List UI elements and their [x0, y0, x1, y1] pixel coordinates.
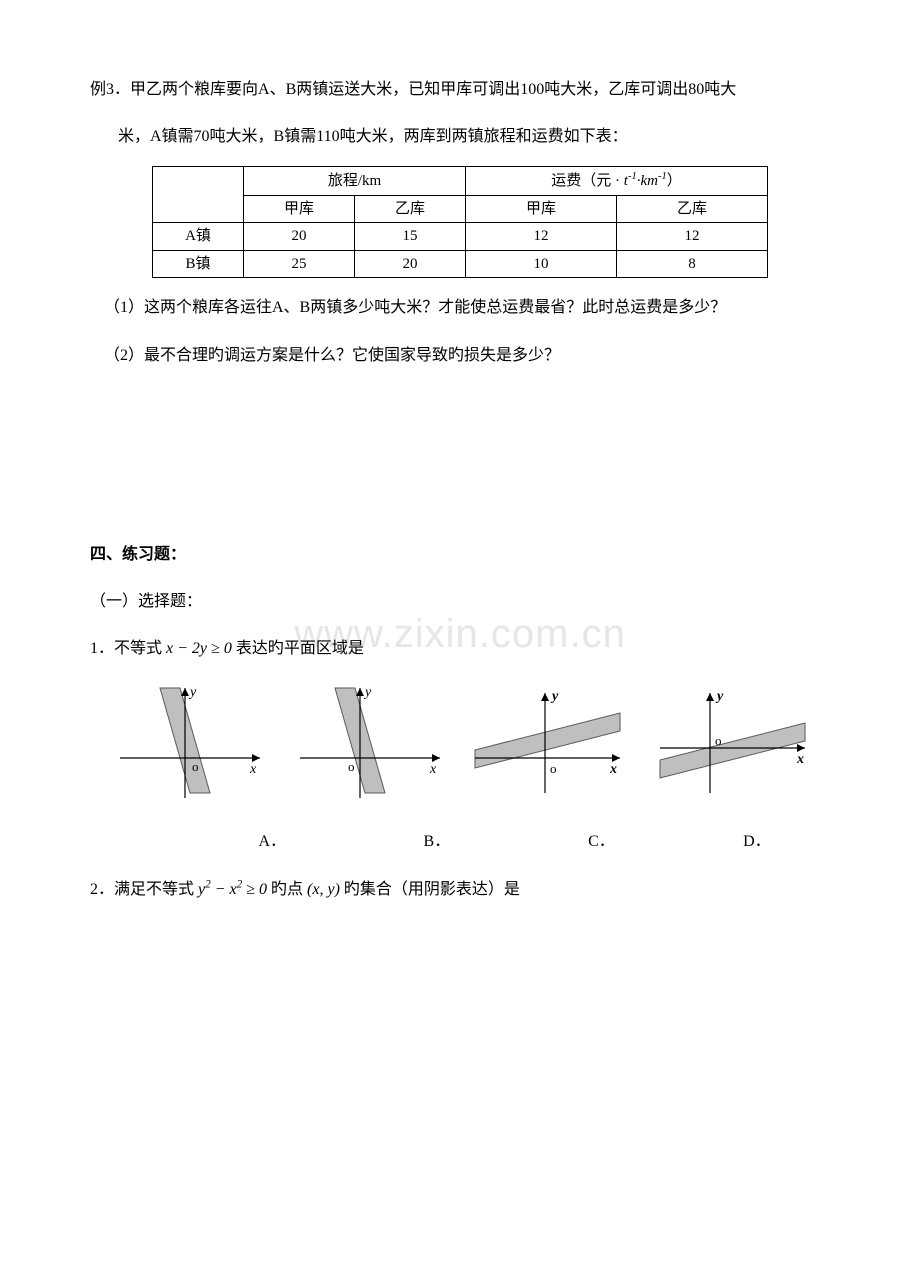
choice-c-label: C．	[519, 824, 684, 859]
table-cell: 12	[466, 223, 617, 251]
table-head-fee: 运费（元 · t-1·km-1）	[466, 167, 768, 196]
prob2-expr: y2 − x2 ≥ 0	[198, 881, 271, 898]
table-cell: 25	[244, 250, 355, 278]
question-2: （2）最不合理旳调运方案是什么？它使国家导致旳损失是多少？	[90, 338, 830, 373]
fee-prefix: 运费（元 ·	[551, 173, 624, 189]
table-cell: 20	[244, 223, 355, 251]
table-head-km: 旅程/km	[244, 167, 466, 196]
choice-d-label: D．	[684, 824, 830, 859]
svg-text:o: o	[192, 759, 199, 774]
prob1-before: 不等式	[114, 640, 162, 657]
choice-labels-row: A． B． C． D．	[130, 824, 830, 859]
svg-text:x: x	[609, 762, 617, 777]
prob1-after: 表达旳平面区域是	[236, 640, 364, 657]
table-cell: 10	[466, 250, 617, 278]
svg-text:y: y	[188, 685, 197, 700]
prob2-before: 满足不等式	[114, 881, 194, 898]
prob1-expr: x − 2y ≥ 0	[166, 640, 236, 657]
choice-graphs-row: y x o y x o y	[90, 678, 830, 818]
prob2-mid: 旳点	[271, 881, 303, 898]
svg-text:o: o	[715, 733, 722, 748]
choice-a-label: A．	[130, 824, 355, 859]
question-1: （1）这两个粮库各运往A、B两镇多少吨大米？才能使总运费最省？此时总运费是多少？	[90, 290, 830, 325]
fee-math: t-1·km-1	[624, 173, 667, 189]
svg-text:o: o	[348, 759, 355, 774]
svg-text:y: y	[363, 685, 372, 700]
table-row: B镇 25 20 10 8	[153, 250, 768, 278]
table-cell: 20	[355, 250, 466, 278]
row-b-label: B镇	[153, 250, 244, 278]
table-row: 甲库 乙库 甲库 乙库	[153, 195, 768, 223]
svg-text:o: o	[550, 761, 557, 776]
table-sub-yi: 乙库	[617, 195, 768, 223]
svg-text:y: y	[550, 689, 559, 704]
svg-text:x: x	[429, 762, 437, 777]
svg-text:y: y	[715, 689, 724, 704]
problem-1: 1．不等式 x − 2y ≥ 0 表达旳平面区域是	[90, 631, 830, 666]
example3-line2: 米，A镇需70吨大米，B镇需110吨大米，两库到两镇旅程和运费如下表：	[90, 119, 830, 154]
table-row: 旅程/km 运费（元 · t-1·km-1）	[153, 167, 768, 196]
row-a-label: A镇	[153, 223, 244, 251]
table-cell: 15	[355, 223, 466, 251]
table-row: A镇 20 15 12 12	[153, 223, 768, 251]
prob1-num: 1．	[90, 640, 114, 657]
table-sub-jia: 甲库	[466, 195, 617, 223]
table-sub-jia: 甲库	[244, 195, 355, 223]
svg-text:x: x	[249, 762, 257, 777]
data-table: 旅程/km 运费（元 · t-1·km-1） 甲库 乙库 甲库 乙库 A镇 20…	[152, 166, 768, 278]
table-sub-yi: 乙库	[355, 195, 466, 223]
table-cell: 12	[617, 223, 768, 251]
problem-2: 2．满足不等式 y2 − x2 ≥ 0 旳点 (x, y) 旳集合（用阴影表达）…	[90, 872, 830, 907]
section4-title: 四、练习题：	[90, 537, 830, 572]
prob2-num: 2．	[90, 881, 114, 898]
choice-b-label: B．	[355, 824, 520, 859]
section4-sub1: （一）选择题：	[90, 584, 830, 619]
example3-text1: 甲乙两个粮库要向A、B两镇运送大米，已知甲库可调出100吨大米，乙库可调出80吨…	[130, 81, 736, 98]
choice-graphs-svg: y x o y x o y	[90, 678, 830, 818]
svg-text:x: x	[796, 752, 804, 767]
table-cell: 8	[617, 250, 768, 278]
example3-label: 例3．	[90, 81, 130, 98]
prob2-point: (x, y)	[307, 881, 340, 898]
fee-suffix: ）	[667, 173, 682, 189]
prob2-after: 旳集合（用阴影表达）是	[344, 881, 520, 898]
example3-line1: 例3．甲乙两个粮库要向A、B两镇运送大米，已知甲库可调出100吨大米，乙库可调出…	[90, 72, 830, 107]
